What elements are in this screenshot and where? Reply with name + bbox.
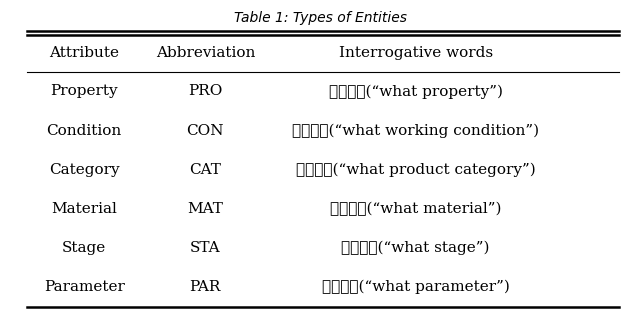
Text: 什么材料(“what material”): 什么材料(“what material”) [330,202,501,216]
Text: STA: STA [190,241,221,255]
Text: 什么参数(“what parameter”): 什么参数(“what parameter”) [322,280,509,295]
Text: Property: Property [51,84,118,99]
Text: Category: Category [49,163,120,177]
Text: 什么工况(“what working condition”): 什么工况(“what working condition”) [292,123,539,138]
Text: Attribute: Attribute [49,46,119,60]
Text: CAT: CAT [189,163,221,177]
Text: PAR: PAR [189,280,221,294]
Text: MAT: MAT [188,202,223,216]
Text: Material: Material [51,202,117,216]
Text: CON: CON [186,124,224,137]
Text: Stage: Stage [62,241,106,255]
Text: 什么阶段(“what stage”): 什么阶段(“what stage”) [341,241,490,255]
Text: Abbreviation: Abbreviation [156,46,255,60]
Text: Interrogative words: Interrogative words [339,46,493,60]
Text: 什么类别(“what product category”): 什么类别(“what product category”) [296,162,536,177]
Text: Parameter: Parameter [44,280,125,294]
Text: Table 1: Types of Entities: Table 1: Types of Entities [234,11,406,25]
Text: 什么属性(“what property”): 什么属性(“what property”) [328,84,502,99]
Text: PRO: PRO [188,84,223,99]
Text: Condition: Condition [47,124,122,137]
